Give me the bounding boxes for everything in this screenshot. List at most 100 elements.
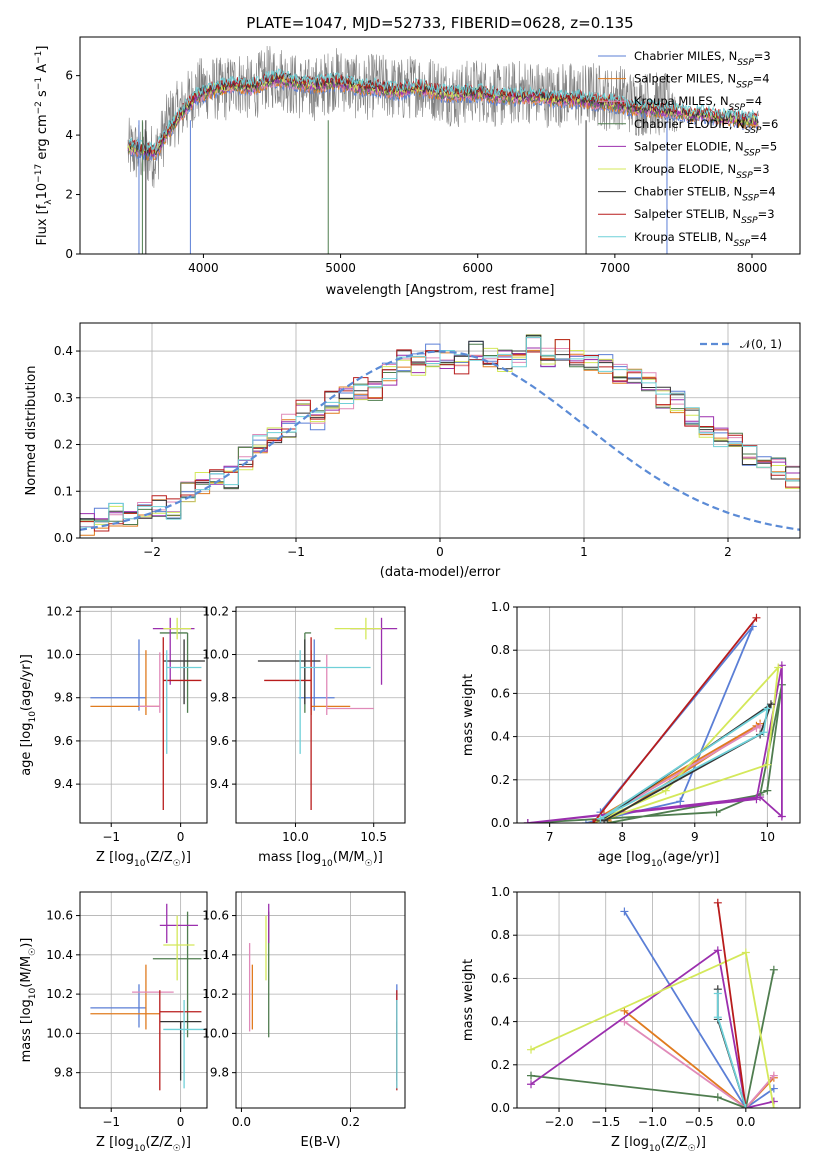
plus-marker	[676, 797, 685, 806]
x-axis-label: (data-model)/error	[380, 565, 501, 580]
x-tick-label: −2	[143, 545, 161, 559]
x-tick-label: 0.0	[232, 1115, 251, 1129]
x-axis-label: age [log10(age/yr)]	[598, 850, 720, 869]
plus-marker	[527, 1080, 536, 1089]
y-tick-label: 2	[65, 188, 73, 202]
y-tick-label: 9.6	[210, 734, 229, 748]
plus-marker	[769, 1104, 778, 1108]
plot-area	[257, 617, 398, 811]
plus-marker	[769, 1071, 778, 1080]
x-axis-label: Z [log10(Z/Z☉)]	[611, 1135, 706, 1154]
x-tick-label: 0	[177, 830, 185, 844]
series-line	[530, 969, 775, 1108]
legend-label-1: Salpeter MILES, NSSP=4	[634, 72, 770, 91]
errorbar-point-7	[264, 637, 312, 811]
series-line	[623, 1020, 775, 1108]
y-tick-label: 6	[65, 69, 73, 83]
y-tick-label: 9.6	[54, 734, 73, 748]
y-tick-label: 10.2	[46, 604, 73, 618]
x-tick-label: 0.2	[341, 1115, 360, 1129]
panel-7: −2.0 −1.5 −1.0 −0.5 0.0 0.0 0.2 0.4 0.6 0.8 1.0 Z […	[461, 885, 801, 1154]
y-tick-label: 9.8	[54, 1066, 73, 1080]
legend-label-6: Chabrier STELIB, NSSP=4	[634, 185, 776, 204]
plot-area	[90, 903, 205, 1091]
panel-4: 7 8 9 10 0.0 0.2 0.4 0.6 0.8 1.0 age [log10(age/yr…	[461, 600, 801, 869]
y-tick-label: 0.6	[491, 686, 510, 700]
errorbar-point-7	[159, 990, 202, 1091]
series-line	[527, 665, 783, 823]
x-tick-label: 5000	[325, 261, 356, 275]
x-tick-label: 10.0	[282, 830, 309, 844]
errorbar-point-5	[163, 915, 195, 981]
x-tick-label: 0.0	[736, 1115, 755, 1129]
plot-area	[127, 45, 759, 254]
y-tick-label: 9.4	[210, 777, 229, 791]
x-tick-label: −2.0	[544, 1115, 573, 1129]
y-tick-label: 10.0	[46, 1026, 73, 1040]
y-tick-label: 0.2	[491, 773, 510, 787]
series-4	[523, 661, 786, 823]
y-tick-label: 10.2	[202, 987, 229, 1001]
plus-marker	[759, 728, 768, 737]
series-8	[596, 704, 772, 823]
x-tick-label: 1	[580, 545, 588, 559]
plot-area	[248, 903, 398, 1091]
x-tick-label: 9	[691, 830, 699, 844]
y-tick-label: 10.0	[46, 648, 73, 662]
plus-marker	[620, 907, 629, 916]
axes-frame	[235, 891, 406, 1109]
axes-frame	[235, 606, 406, 824]
x-axis-label: mass [log10(M/M☉)]	[258, 850, 383, 869]
errorbar-point-5	[163, 617, 192, 640]
legend-label-7: Salpeter STELIB, NSSP=3	[634, 207, 775, 226]
panel-1: −2 −1 0 1 2 0.0 0.1 0.2 0.3 0.4 𝒩(0, 1) (data-model…	[24, 322, 801, 580]
plus-marker	[589, 819, 598, 823]
y-tick-label: 0.0	[491, 816, 510, 830]
errorbar-point-4	[159, 903, 198, 944]
panel-0: 4000 5000 6000 7000 8000 0 2 4 6 Chabrier MILES, …	[34, 36, 801, 298]
plot-area	[527, 898, 778, 1108]
errorbar-point-1	[90, 964, 160, 1030]
y-tick-label: 0.0	[491, 1101, 510, 1115]
legend-label-3: Chabrier ELODIE, NSSP=6	[634, 117, 778, 136]
plus-marker	[763, 704, 772, 713]
y-tick-label: 0.2	[54, 438, 73, 452]
plus-marker	[661, 786, 670, 795]
y-tick-label: 0.2	[491, 1058, 510, 1072]
series-line	[599, 725, 761, 820]
y-axis-label: Normed distribution	[24, 366, 39, 496]
panel-5: −1 0 9.8 10.0 10.2 10.4 10.6 Z [log10(Z/Z☉)] mas…	[19, 891, 208, 1154]
legend-label-4: Salpeter ELODIE, NSSP=5	[634, 139, 777, 158]
y-axis-label: Flux [fλ10−17 erg cm−2 s−1 A−1]	[34, 46, 54, 246]
errorbar-point-8	[166, 650, 202, 754]
errorbar-point-6	[257, 639, 321, 705]
plus-marker	[774, 663, 783, 672]
x-tick-label: −1.0	[638, 1115, 667, 1129]
y-tick-label: 0.4	[491, 730, 510, 744]
errorbar-point-8	[299, 650, 371, 754]
plus-marker	[527, 1071, 536, 1080]
model-line-8	[127, 68, 759, 152]
axes-frame	[79, 322, 801, 539]
y-tick-label: 10.2	[202, 604, 229, 618]
x-tick-label: 7000	[600, 261, 631, 275]
x-axis-label: Z [log10(Z/Z☉)]	[96, 850, 191, 869]
errorbar-point-6	[163, 639, 205, 705]
y-tick-label: 0.0	[54, 531, 73, 545]
x-tick-label: −1.5	[591, 1115, 620, 1129]
legend-label-2: Kroupa MILES, NSSP=4	[634, 94, 762, 113]
histogram-step-8	[80, 336, 800, 528]
errorbar-point-7	[162, 637, 202, 811]
x-tick-label: 7	[546, 830, 554, 844]
plus-marker	[769, 965, 778, 974]
plus-marker	[763, 760, 772, 769]
x-axis-label: Z [log10(Z/Z☉)]	[96, 1135, 191, 1154]
x-tick-label: 4000	[188, 261, 219, 275]
axes-frame	[79, 606, 208, 824]
plus-marker	[763, 786, 772, 795]
errorbar-point-5	[334, 617, 382, 640]
plus-marker	[741, 948, 750, 957]
figure-title: PLATE=1047, MJD=52733, FIBERID=0628, z=0…	[246, 14, 633, 32]
plus-marker	[713, 989, 722, 998]
series-7	[589, 613, 761, 823]
